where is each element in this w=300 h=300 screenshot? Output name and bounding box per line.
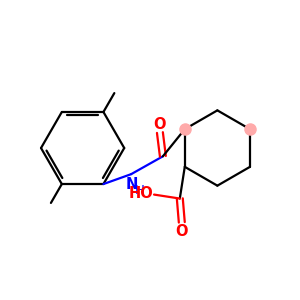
Text: H: H [135, 184, 145, 197]
Text: N: N [126, 177, 138, 192]
Text: O: O [176, 224, 188, 239]
Text: HO: HO [129, 186, 154, 201]
Text: O: O [154, 117, 166, 132]
